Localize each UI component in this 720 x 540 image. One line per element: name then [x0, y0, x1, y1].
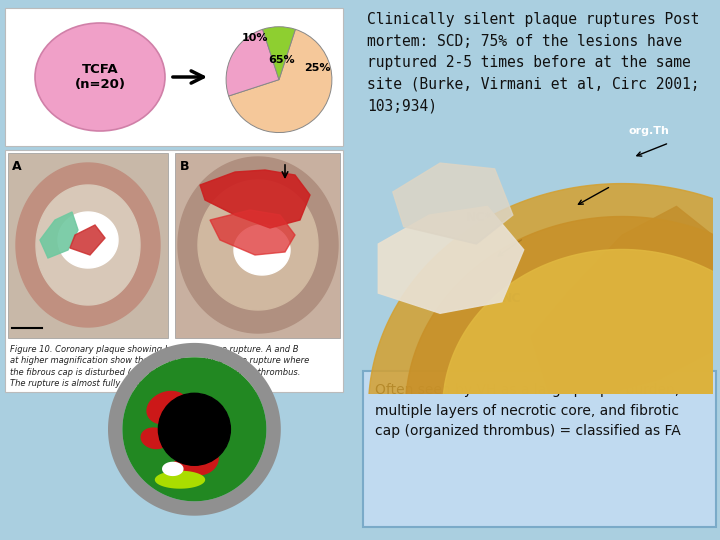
- Polygon shape: [16, 163, 160, 327]
- Polygon shape: [405, 217, 720, 422]
- Text: 65%: 65%: [269, 55, 295, 65]
- Circle shape: [158, 393, 230, 465]
- Text: B: B: [180, 160, 189, 173]
- Text: org.Th: org.Th: [629, 125, 669, 136]
- Polygon shape: [393, 163, 513, 244]
- Polygon shape: [58, 212, 118, 268]
- Polygon shape: [205, 411, 227, 429]
- Polygon shape: [178, 157, 338, 333]
- Polygon shape: [168, 460, 192, 478]
- Polygon shape: [108, 343, 281, 516]
- Polygon shape: [140, 427, 169, 449]
- Text: A: A: [12, 160, 22, 173]
- FancyBboxPatch shape: [363, 371, 716, 527]
- Polygon shape: [378, 206, 523, 313]
- Ellipse shape: [35, 23, 165, 131]
- Polygon shape: [184, 449, 205, 463]
- Polygon shape: [122, 357, 266, 501]
- Polygon shape: [36, 185, 140, 305]
- Polygon shape: [70, 225, 105, 255]
- Polygon shape: [200, 170, 310, 228]
- Polygon shape: [188, 448, 219, 475]
- Text: NC*: NC*: [466, 211, 492, 224]
- Polygon shape: [234, 225, 290, 275]
- Wedge shape: [229, 29, 332, 132]
- Polygon shape: [531, 206, 713, 394]
- Text: Figure 10. Coronary plaque showing healing plaque rupture. A and B
at higher mag: Figure 10. Coronary plaque showing heali…: [10, 345, 310, 388]
- Text: TCFA
(n=20): TCFA (n=20): [74, 63, 125, 91]
- Text: Clinically silent plaque ruptures Post
mortem: SCD; 75% of the lesions have
rupt: Clinically silent plaque ruptures Post m…: [367, 12, 700, 113]
- Text: Often seen by VH as a large plaque burden,
multiple layers of necrotic core, and: Often seen by VH as a large plaque burde…: [375, 383, 680, 438]
- Wedge shape: [226, 29, 279, 96]
- Text: 25%: 25%: [304, 63, 330, 73]
- Text: NC: NC: [502, 292, 521, 305]
- Polygon shape: [162, 462, 184, 476]
- Polygon shape: [369, 184, 720, 423]
- FancyBboxPatch shape: [5, 8, 343, 146]
- Polygon shape: [40, 212, 78, 258]
- Polygon shape: [155, 471, 205, 489]
- Wedge shape: [263, 26, 295, 79]
- FancyBboxPatch shape: [5, 150, 343, 392]
- FancyBboxPatch shape: [175, 153, 340, 338]
- Polygon shape: [443, 249, 720, 422]
- Polygon shape: [210, 210, 295, 255]
- Polygon shape: [198, 180, 318, 310]
- Polygon shape: [180, 443, 191, 452]
- Text: 10%: 10%: [242, 33, 269, 43]
- FancyBboxPatch shape: [8, 153, 168, 338]
- Polygon shape: [146, 391, 189, 424]
